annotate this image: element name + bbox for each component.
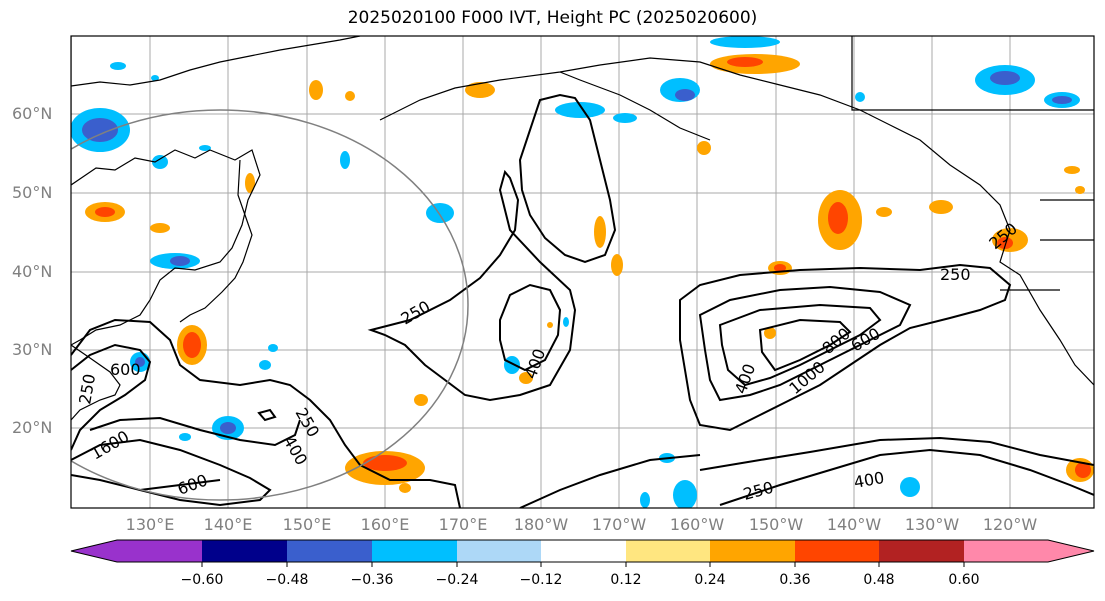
colorbar-swatch [541,540,626,562]
lat-label: 20°N [12,418,53,437]
lat-label: 40°N [12,262,53,281]
analysis-circle [71,109,469,501]
colorbar-swatch [964,540,1048,562]
map-title: 2025020100 F000 IVT, Height PC (20250206… [347,8,758,28]
colorbar-tick: 0.36 [779,572,811,588]
colorbar-swatch [879,540,964,562]
lon-label: 130°E [125,515,175,534]
lon-label: 180°W [513,515,569,534]
lon-label: 130°W [904,515,960,534]
colorbar-tick: −0.48 [265,572,309,588]
ivt-shading [71,36,1094,508]
contour-label: 250 [940,265,971,284]
map-frame [70,35,1095,509]
colorbar-swatch [202,540,287,562]
colorbar-swatch [795,540,879,562]
coastlines [71,36,1094,421]
colorbar-tick: 0.12 [610,572,642,588]
lat-label: 50°N [12,183,53,202]
lon-label: 140°E [203,515,253,534]
colorbar-swatch [117,540,202,562]
colorbar-swatch [71,540,117,562]
lon-label: 160°E [360,515,410,534]
lon-label: 150°E [282,515,332,534]
colorbar-swatch [457,540,541,562]
colorbar-outline [70,539,1095,563]
lon-label: 150°W [748,515,804,534]
lat-label: 30°N [12,340,53,359]
colorbar [70,539,1095,567]
colorbar-swatch [372,540,457,562]
colorbar-tick: −0.36 [350,572,394,588]
colorbar-tick: 0.60 [948,572,980,588]
colorbar-tick: −0.60 [180,572,224,588]
colorbar-tick: 0.24 [694,572,726,588]
contour-label: 600 [110,360,141,379]
colorbar-tick: 0.48 [863,572,895,588]
lon-label: 170°W [591,515,647,534]
lon-label: 170°E [438,515,488,534]
colorbar-tick: −0.24 [435,572,479,588]
colorbar-swatch [287,540,372,562]
colorbar-swatch [626,540,710,562]
lon-label: 140°W [826,515,882,534]
colorbar-swatch [1048,540,1094,562]
lon-label: 120°W [982,515,1038,534]
lat-label: 60°N [12,104,53,123]
colorbar-swatch [710,540,795,562]
ivt-contours [71,93,1094,508]
lon-label: 160°W [669,515,725,534]
colorbar-tick: −0.12 [519,572,563,588]
